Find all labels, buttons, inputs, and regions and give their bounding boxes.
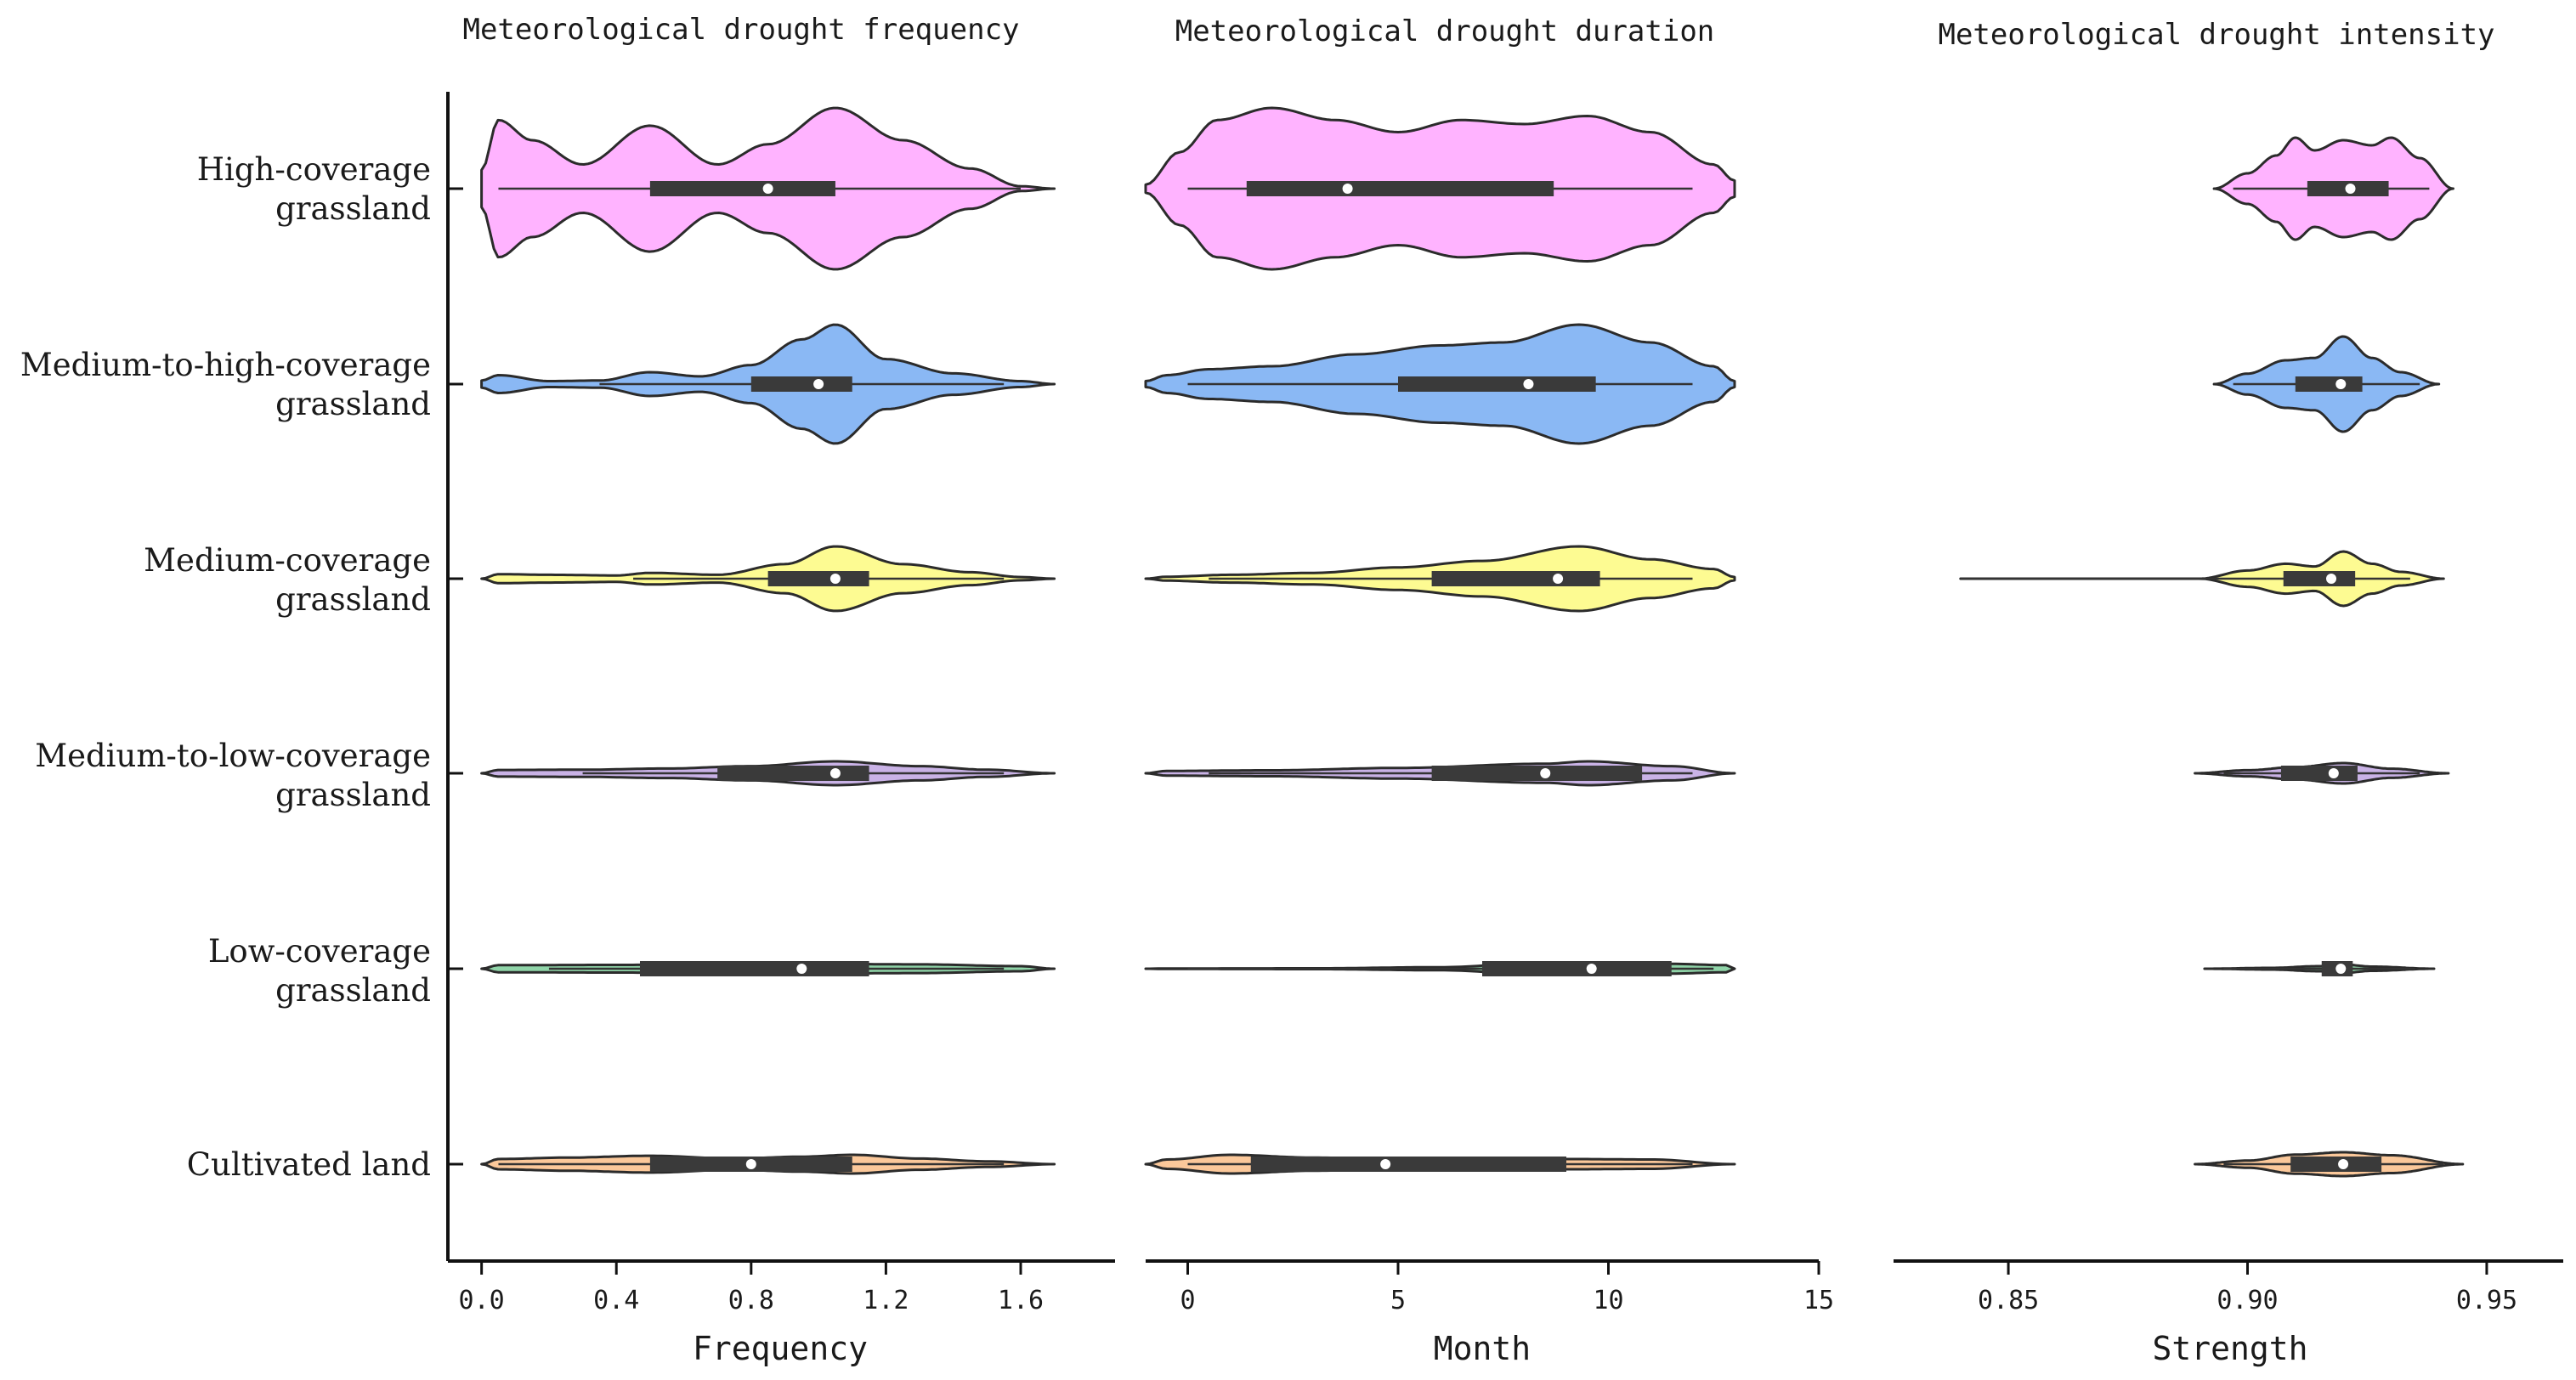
violin-intensity [2194, 1151, 2465, 1178]
y-ticks [448, 187, 463, 1166]
violin-iqr-box [2290, 1157, 2382, 1172]
x-tick-label-duration: 0 [1180, 1286, 1195, 1315]
violin-median-point [1380, 1159, 1391, 1169]
category-label-line1: Cultivated land [187, 1146, 431, 1183]
violin-median-point [1342, 184, 1353, 194]
violin-frequency [480, 760, 1056, 787]
violin-median-point [745, 1159, 756, 1169]
violin-median-point [2335, 379, 2347, 389]
violin-iqr-box [2280, 766, 2358, 781]
violin-frequency [480, 961, 1056, 976]
violin-duration [1144, 323, 1736, 445]
x-tick-label-frequency: 1.6 [998, 1286, 1044, 1315]
y-tick-labels: High-coverage grassland Medium-to-high-c… [20, 151, 431, 1183]
x-tick-label-frequency: 0.4 [593, 1286, 639, 1315]
violin-median-point [813, 379, 824, 389]
x-tick-label-intensity: 0.90 [2216, 1286, 2278, 1315]
violin-median-point [796, 964, 807, 974]
violin-median-point [2338, 1159, 2349, 1169]
category-label-line1: Medium-to-high-coverage [20, 347, 431, 383]
violin-iqr-box [649, 181, 835, 196]
x-tick-label-duration: 15 [1803, 1286, 1834, 1315]
violin-iqr-box [1482, 961, 1672, 976]
x-tick-label-frequency: 0.0 [459, 1286, 505, 1315]
violin-median-point [2345, 184, 2356, 194]
violin-intensity [2194, 761, 2450, 785]
violin-median-point [1586, 964, 1597, 974]
violin-frequency [480, 323, 1056, 445]
violin-iqr-box [2295, 376, 2363, 392]
x-label-month: Month [1434, 1330, 1531, 1367]
category-label-line1: Medium-to-low-coverage [35, 738, 431, 774]
panel-title-duration: Meteorological drought duration [1175, 14, 1715, 48]
x-label-strength: Strength [2152, 1330, 2307, 1367]
violin-iqr-box [1250, 1157, 1566, 1172]
category-label-line1: Low-coverage [208, 933, 431, 970]
category-label-line2: grassland [275, 190, 431, 227]
violin-frequency [480, 545, 1056, 613]
violin-iqr-box [717, 766, 869, 781]
x-tick-label-duration: 10 [1593, 1286, 1623, 1315]
violin-intensity [2212, 335, 2441, 433]
violin-intensity [2212, 136, 2454, 241]
x-ticks-layer: 0.0 0.4 0.8 1.2 1.6 0 5 10 15 0.85 0.90 0.95 [459, 1261, 2517, 1315]
category-label-line2: grassland [275, 386, 431, 422]
x-tick-label-frequency: 1.2 [863, 1286, 909, 1315]
x-tick-label-intensity: 0.85 [1978, 1286, 2039, 1315]
violin-iqr-box [1398, 376, 1596, 392]
violin-median-point [2328, 768, 2339, 778]
violin-median-point [1540, 768, 1551, 778]
violin-median-point [2326, 574, 2337, 584]
x-label-frequency: Frequency [693, 1330, 868, 1367]
x-tick-label-frequency: 0.8 [728, 1286, 774, 1315]
violin-duration [1144, 760, 1736, 787]
x-tick-label-duration: 5 [1390, 1286, 1406, 1315]
violin-intensity [2203, 961, 2436, 976]
category-label-line1: Medium-coverage [144, 542, 431, 579]
violin-iqr-box [750, 376, 852, 392]
violin-iqr-box [2283, 571, 2356, 586]
violin-duration [1144, 545, 1736, 613]
violin-iqr-box [1431, 571, 1600, 586]
panel-title-intensity: Meteorological drought intensity [1938, 18, 2494, 52]
violin-frequency [480, 1153, 1056, 1175]
violin-duration [1144, 1153, 1736, 1175]
violin-frequency [480, 106, 1056, 271]
violin-median-point [1523, 379, 1534, 389]
violin-median-point [829, 574, 841, 584]
category-label-line2: grassland [275, 581, 431, 618]
category-label-line2: grassland [275, 777, 431, 813]
violin-iqr-box [1246, 181, 1554, 196]
violin-duration [1144, 106, 1736, 271]
violin-iqr-box [639, 961, 869, 976]
category-label-line2: grassland [275, 972, 431, 1009]
violin-median-point [762, 184, 773, 194]
category-label-line1: High-coverage [197, 151, 431, 188]
violin-iqr-box [1431, 766, 1643, 781]
violin-intensity [1959, 550, 2445, 608]
violins-layer [480, 106, 2465, 1178]
violin-iqr-box [767, 571, 869, 586]
x-tick-label-intensity: 0.95 [2456, 1286, 2517, 1315]
violin-median-point [829, 768, 841, 778]
violin-median-point [2335, 964, 2347, 974]
violin-duration [1144, 961, 1736, 976]
panel-title-frequency: Meteorological drought frequency [462, 13, 1019, 47]
violin-median-point [1553, 574, 1564, 584]
